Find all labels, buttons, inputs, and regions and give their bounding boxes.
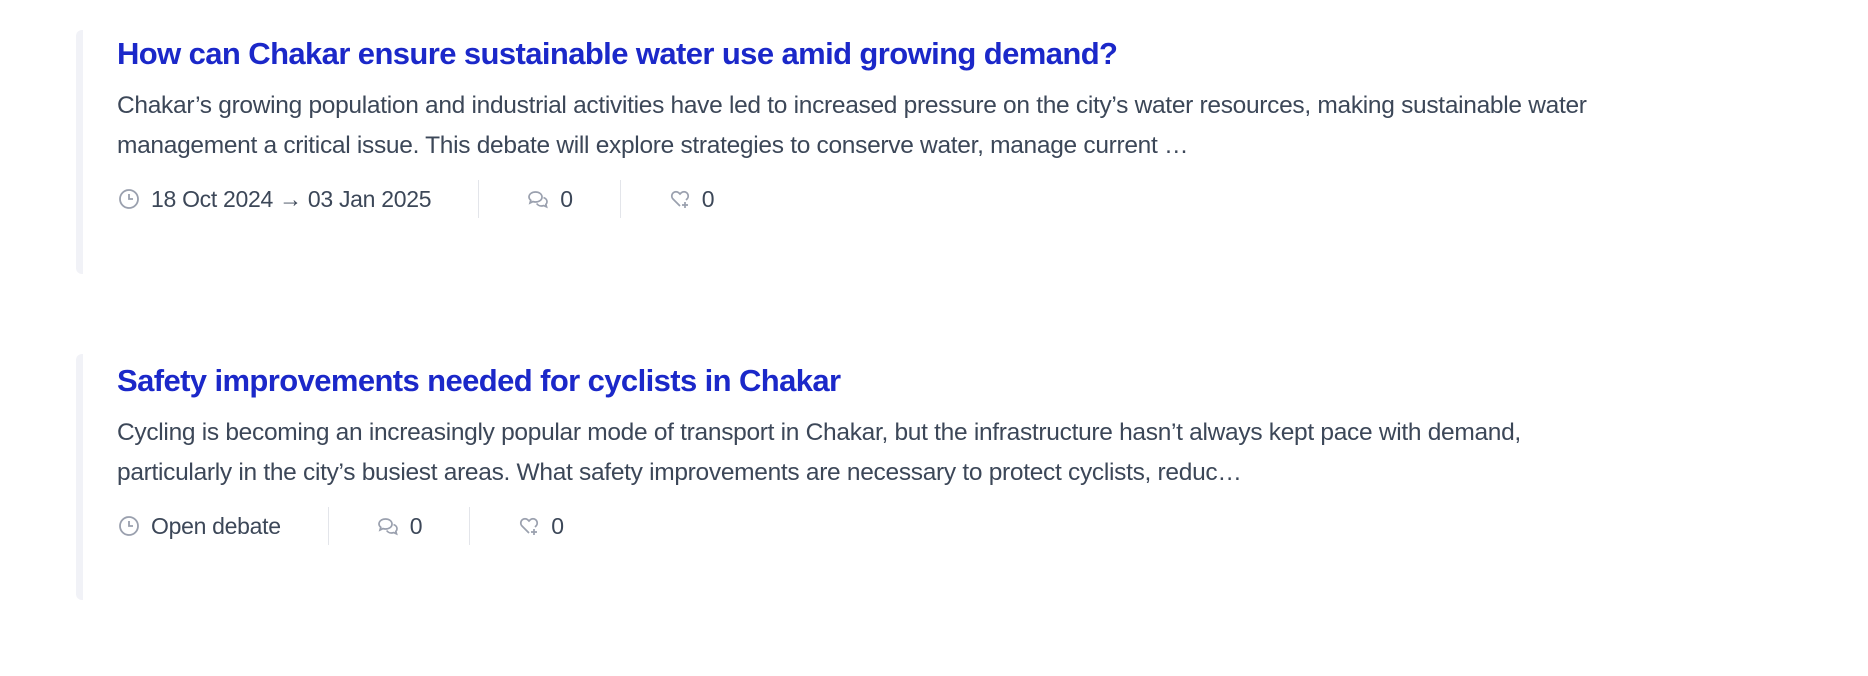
divider — [478, 180, 480, 218]
comments-count: 0 — [376, 512, 423, 540]
debate-title-link[interactable]: How can Chakar ensure sustainable water … — [117, 36, 1118, 71]
debate-card: How can Chakar ensure sustainable water … — [76, 30, 1776, 274]
heart-plus-icon — [517, 514, 541, 538]
comments-count: 0 — [526, 186, 573, 213]
debate-meta: Open debate 0 0 — [117, 507, 1776, 545]
debate-date-text: Open debate — [151, 512, 281, 539]
comments-count-value: 0 — [560, 185, 573, 212]
debate-description: Chakar’s growing population and industri… — [117, 92, 1587, 159]
divider — [327, 507, 329, 545]
debate-meta: 18 Oct 2024 → 03 Jan 2025 0 0 — [117, 180, 1776, 218]
debate-dates: 18 Oct 2024 → 03 Jan 2025 — [117, 185, 432, 213]
endorsements-count-value: 0 — [701, 185, 715, 212]
debate-card: Safety improvements needed for cyclists … — [76, 354, 1776, 600]
divider — [619, 180, 621, 218]
endorsements-count: 0 — [517, 513, 564, 540]
debate-title-link[interactable]: Safety improvements needed for cyclists … — [117, 363, 841, 398]
heart-plus-icon — [668, 187, 692, 211]
debate-date-text: 18 Oct 2024 → 03 Jan 2025 — [151, 185, 432, 212]
divider — [469, 507, 471, 545]
comments-icon — [526, 187, 550, 211]
comments-count-value: 0 — [409, 512, 423, 539]
clock-icon — [117, 187, 141, 211]
comments-icon — [376, 514, 400, 538]
endorsements-count-value: 0 — [551, 512, 564, 539]
clock-icon — [117, 514, 141, 538]
debate-dates: Open debate — [117, 513, 281, 540]
debate-description: Cycling is becoming an increasingly popu… — [117, 419, 1521, 486]
endorsements-count: 0 — [668, 185, 715, 213]
